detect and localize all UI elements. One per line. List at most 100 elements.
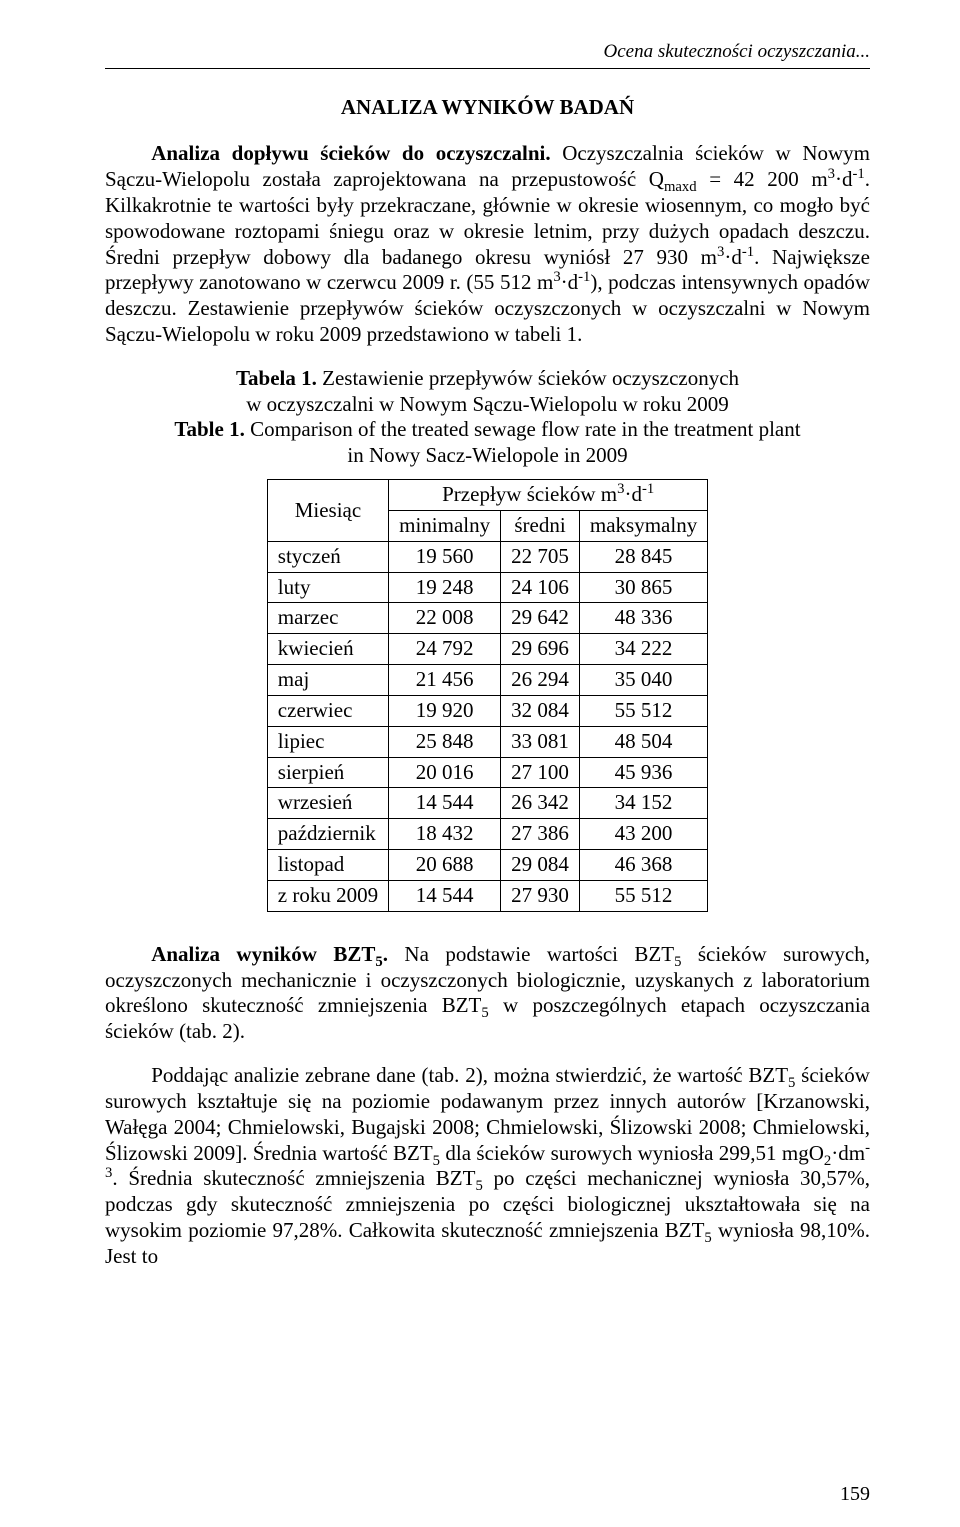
- tab1-en-bold: Table 1.: [174, 417, 244, 441]
- cell-min: 25 848: [389, 726, 501, 757]
- cell-min: 20 016: [389, 757, 501, 788]
- para2-a: Na podstawie wartości BZT: [388, 942, 674, 966]
- table-row: marzec22 00829 64248 336: [267, 603, 707, 634]
- cell-min: 19 920: [389, 695, 501, 726]
- cell-max: 34 152: [579, 788, 707, 819]
- cell-month: luty: [267, 572, 388, 603]
- para3-c: dla ścieków surowych wyniosła 299,51 mgO: [440, 1141, 824, 1165]
- tab1-pl-rest: Zestawienie przepływów ścieków oczyszczo…: [317, 366, 739, 390]
- table-row: wrzesień14 54426 34234 152: [267, 788, 707, 819]
- supm1-1: -1: [853, 166, 865, 182]
- para3-a: Poddając analizie zebrane dane (tab. 2),…: [151, 1063, 788, 1087]
- para1-lead: Analiza dopływu ścieków do oczyszczalni.: [151, 141, 550, 165]
- cell-month: wrzesień: [267, 788, 388, 819]
- cell-max: 28 845: [579, 541, 707, 572]
- cell-mean: 26 342: [501, 788, 580, 819]
- cell-min: 14 544: [389, 788, 501, 819]
- para1-text-e: ·d: [724, 245, 742, 269]
- hdr-a: Przepływ ścieków m: [442, 482, 617, 506]
- cell-min: 18 432: [389, 819, 501, 850]
- cell-mean: 33 081: [501, 726, 580, 757]
- table-row: kwiecień24 79229 69634 222: [267, 634, 707, 665]
- cell-min: 20 688: [389, 850, 501, 881]
- table-row: sierpień20 01627 10045 936: [267, 757, 707, 788]
- cell-month: z roku 2009: [267, 880, 388, 911]
- para1-text-g: ·d: [561, 270, 579, 294]
- tab1-en-line2: in Nowy Sacz-Wielopole in 2009: [347, 443, 627, 467]
- para1-text-c: ·d: [835, 167, 853, 191]
- paragraph-3: Poddając analizie zebrane dane (tab. 2),…: [105, 1063, 870, 1270]
- cell-month: marzec: [267, 603, 388, 634]
- cell-max: 30 865: [579, 572, 707, 603]
- col-month: Miesiąc: [267, 480, 388, 542]
- sup3-1: 3: [828, 166, 835, 182]
- paragraph-1: Analiza dopływu ścieków do oczyszczalni.…: [105, 141, 870, 348]
- cell-mean: 27 100: [501, 757, 580, 788]
- cell-month: maj: [267, 665, 388, 696]
- cell-min: 21 456: [389, 665, 501, 696]
- table-1: Miesiąc Przepływ ścieków m3·d-1 minimaln…: [267, 479, 708, 912]
- running-head: Ocena skuteczności oczyszczania...: [105, 40, 870, 69]
- table-row: z roku 200914 54427 93055 512: [267, 880, 707, 911]
- cell-mean: 29 696: [501, 634, 580, 665]
- cell-max: 34 222: [579, 634, 707, 665]
- cell-mean: 27 930: [501, 880, 580, 911]
- cell-max: 55 512: [579, 880, 707, 911]
- paragraph-2: Analiza wyników BZT5. Na podstawie warto…: [105, 942, 870, 1045]
- cell-min: 14 544: [389, 880, 501, 911]
- page-number: 159: [840, 1482, 870, 1507]
- cell-mean: 26 294: [501, 665, 580, 696]
- table-header-row-1: Miesiąc Przepływ ścieków m3·d-1: [267, 480, 707, 511]
- cell-mean: 27 386: [501, 819, 580, 850]
- hdr-supm1: -1: [642, 481, 654, 497]
- cell-max: 48 504: [579, 726, 707, 757]
- cell-max: 45 936: [579, 757, 707, 788]
- bzt5-2: 5: [481, 1006, 488, 1022]
- cell-mean: 22 705: [501, 541, 580, 572]
- cell-mean: 29 642: [501, 603, 580, 634]
- table-row: luty19 24824 10630 865: [267, 572, 707, 603]
- col-min: minimalny: [389, 510, 501, 541]
- cell-max: 43 200: [579, 819, 707, 850]
- cell-month: listopad: [267, 850, 388, 881]
- bzt5-6: 5: [704, 1230, 711, 1246]
- col-mean: średni: [501, 510, 580, 541]
- cell-month: czerwiec: [267, 695, 388, 726]
- section-heading: ANALIZA WYNIKÓW BADAŃ: [105, 95, 870, 121]
- supm1-3: -1: [578, 269, 590, 285]
- cell-month: kwiecień: [267, 634, 388, 665]
- supm1-2: -1: [742, 244, 754, 260]
- col-max: maksymalny: [579, 510, 707, 541]
- cell-month: październik: [267, 819, 388, 850]
- table-row: maj21 45626 29435 040: [267, 665, 707, 696]
- page: Ocena skuteczności oczyszczania... ANALI…: [0, 0, 960, 1527]
- table-row: październik18 43227 38643 200: [267, 819, 707, 850]
- para3-d: . Średnia skuteczność zmniejszenia BZT: [112, 1166, 475, 1190]
- cell-mean: 24 106: [501, 572, 580, 603]
- tab1-en-rest: Comparison of the treated sewage flow ra…: [245, 417, 801, 441]
- hdr-b: d: [631, 482, 642, 506]
- cell-min: 19 248: [389, 572, 501, 603]
- para3-c2: dm: [838, 1141, 865, 1165]
- tab1-pl-bold: Tabela 1.: [236, 366, 317, 390]
- para1-text-b: = 42 200 m: [697, 167, 828, 191]
- table-row: lipiec25 84833 08148 504: [267, 726, 707, 757]
- cell-max: 46 368: [579, 850, 707, 881]
- cell-max: 35 040: [579, 665, 707, 696]
- sup3-3: 3: [553, 269, 560, 285]
- table-row: czerwiec19 92032 08455 512: [267, 695, 707, 726]
- cell-min: 19 560: [389, 541, 501, 572]
- cell-month: lipiec: [267, 726, 388, 757]
- cell-mean: 32 084: [501, 695, 580, 726]
- cell-mean: 29 084: [501, 850, 580, 881]
- hdr-sup3: 3: [617, 481, 624, 497]
- table-row: listopad20 68829 08446 368: [267, 850, 707, 881]
- para2-lead-text: Analiza wyników BZT: [151, 942, 375, 966]
- cell-month: styczeń: [267, 541, 388, 572]
- table-row: styczeń19 56022 70528 845: [267, 541, 707, 572]
- col-group-flow: Przepływ ścieków m3·d-1: [389, 480, 708, 511]
- table1-caption: Tabela 1. Zestawienie przepływów ścieków…: [105, 366, 870, 469]
- cell-min: 24 792: [389, 634, 501, 665]
- cell-max: 48 336: [579, 603, 707, 634]
- cell-max: 55 512: [579, 695, 707, 726]
